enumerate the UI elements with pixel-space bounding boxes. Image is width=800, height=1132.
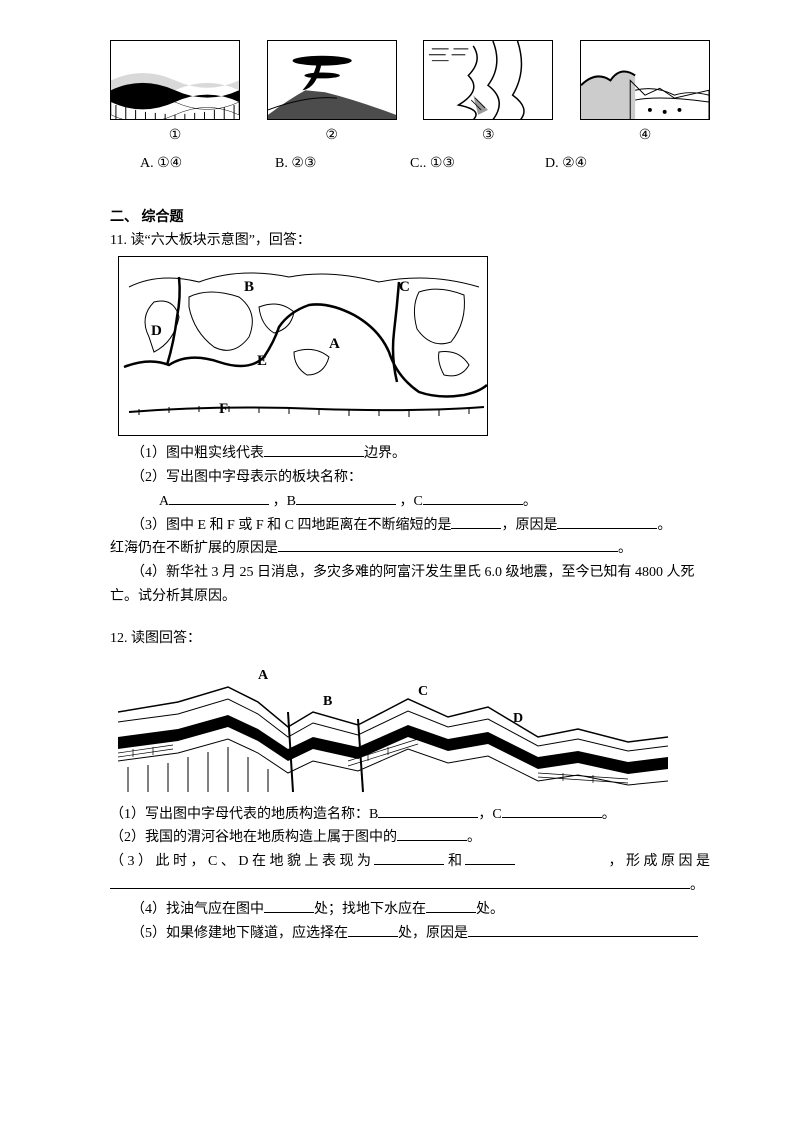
q12-p4: （4）找油气应在图中处；找地下水应在处。	[110, 898, 710, 922]
fig-label-2: ②	[267, 124, 397, 148]
blank	[278, 537, 618, 552]
map-label-e: E	[257, 349, 267, 375]
q10-fig-3	[423, 40, 553, 120]
blank	[557, 514, 657, 529]
q12-p1: （1）写出图中字母代表的地质构造名称：B，C。	[110, 803, 710, 827]
svg-text:B: B	[323, 694, 332, 709]
q11-p2-blanks: A ，B ，C。	[110, 490, 710, 514]
svg-text:A: A	[258, 668, 269, 683]
q12-intro: 12. 读图回答：	[110, 627, 710, 651]
opt-a: A. ①④	[140, 152, 275, 176]
blank	[374, 850, 444, 865]
fig-label-4: ④	[580, 124, 710, 148]
q11-intro-text: 读“六大板块示意图”，回答：	[130, 233, 310, 248]
svg-text:C: C	[418, 684, 428, 699]
q12-p5: （5）如果修建地下隧道，应选择在处，原因是	[110, 922, 710, 946]
map-label-c: C	[399, 275, 410, 301]
q10-options: A. ①④ B. ②③ C.. ①③ D. ②④	[110, 152, 710, 176]
q12-intro-text: 读图回答：	[131, 631, 201, 646]
q10-fig-4	[580, 40, 710, 120]
opt-d: D. ②④	[545, 152, 680, 176]
q11-p3b: 红海仍在不断扩展的原因是。	[110, 537, 710, 561]
blank	[378, 803, 478, 818]
map-label-b: B	[244, 275, 254, 301]
q11-map: A B C D E F	[118, 256, 488, 436]
fig-label-1: ①	[110, 124, 240, 148]
blank	[502, 803, 602, 818]
q10-figure-row	[110, 40, 710, 120]
q11-p2: （2）写出图中字母表示的板块名称：	[110, 466, 710, 490]
map-label-d: D	[151, 319, 162, 345]
blank	[423, 490, 523, 505]
q11-p4: （4）新华社 3 月 25 日消息，多灾多难的阿富汗发生里氏 6.0 级地震，至…	[110, 561, 710, 609]
q11-p1: （1）图中粗实线代表边界。	[110, 442, 710, 466]
blank	[264, 442, 364, 457]
blank	[296, 490, 396, 505]
q10-fig-1	[110, 40, 240, 120]
map-label-f: F	[219, 397, 228, 423]
opt-b: B. ②③	[275, 152, 410, 176]
map-label-a: A	[329, 332, 340, 358]
opt-c: C.. ①③	[410, 152, 545, 176]
blank	[169, 490, 269, 505]
q11-p3a: （3）图中 E 和 F 或 F 和 C 四地距离在不断缩短的是，原因是。	[110, 514, 710, 538]
blank	[465, 850, 515, 865]
q12-p2: （2）我国的渭河谷地在地质构造上属于图中的。	[110, 826, 710, 850]
section-2-title: 二、 综合题	[110, 206, 710, 230]
svg-text:D: D	[513, 711, 523, 726]
blank	[468, 922, 698, 937]
blank	[451, 514, 501, 529]
blank	[348, 922, 398, 937]
q12-num: 12.	[110, 631, 128, 646]
blank	[397, 826, 467, 841]
q10-fig-2	[267, 40, 397, 120]
q11-num: 11.	[110, 233, 127, 248]
q11-intro: 11. 读“六大板块示意图”，回答：	[110, 229, 710, 253]
q12-figure: A B C D	[118, 657, 668, 797]
blank	[264, 898, 314, 913]
fig-label-3: ③	[423, 124, 553, 148]
blank	[426, 898, 476, 913]
q12-p3: （ 3 ） 此 时 ， C 、 D 在 地 貌 上 表 现 为 和 ， 形 成 …	[110, 850, 710, 874]
q12-p3-line: 。	[110, 874, 710, 898]
blank	[110, 874, 690, 889]
q10-fig-labels: ① ② ③ ④	[110, 124, 710, 148]
